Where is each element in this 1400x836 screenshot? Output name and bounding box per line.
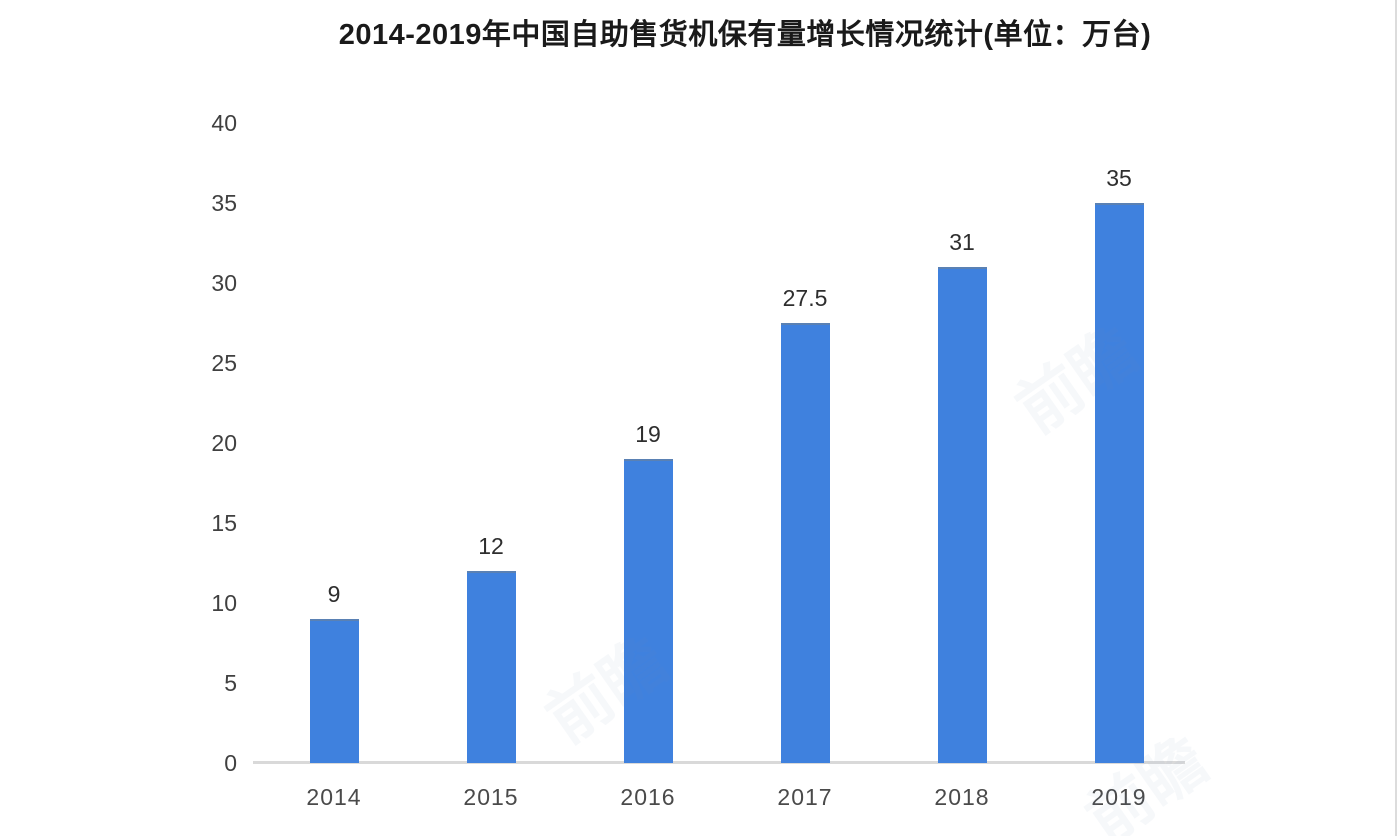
y-axis-tick-15: 15: [211, 510, 237, 536]
x-axis-label-2015: 2015: [463, 784, 519, 810]
x-axis-label-2019: 2019: [1091, 784, 1147, 810]
x-axis-label-2016: 2016: [620, 784, 676, 810]
y-axis-tick-20: 20: [211, 430, 237, 456]
y-axis-tick-40: 40: [211, 110, 237, 136]
y-axis-tick-0: 0: [224, 750, 237, 776]
y-axis-tick-35: 35: [211, 190, 237, 216]
x-axis-label-2014: 2014: [306, 784, 362, 810]
x-axis-label-2017: 2017: [777, 784, 833, 810]
bar-2016: [623, 459, 673, 763]
x-axis-line: [253, 761, 1185, 764]
bar-2019: [1094, 203, 1144, 763]
chart-title: 2014-2019年中国自助售货机保有量增长情况统计(单位：万台): [338, 19, 1152, 51]
bar-value-label-2015: 12: [478, 533, 504, 559]
bar-value-label-2019: 35: [1106, 165, 1132, 191]
watermark-text: 前瞻: [1073, 723, 1220, 836]
screenshot-edge-line: [1395, 0, 1397, 836]
bar-value-label-2017: 27.5: [782, 285, 828, 311]
bar-2017: [780, 323, 830, 763]
bar-value-label-2016: 19: [635, 421, 661, 447]
x-axis-label-2018: 2018: [934, 784, 990, 810]
bar-2018: [937, 267, 987, 763]
y-axis-tick-30: 30: [211, 270, 237, 296]
bar-2015: [466, 571, 516, 763]
bar-value-label-2018: 31: [949, 229, 975, 255]
y-axis-tick-5: 5: [224, 670, 237, 696]
y-axis-tick-25: 25: [211, 350, 237, 376]
bar-value-label-2014: 9: [327, 581, 341, 607]
bar-2014: [309, 619, 359, 763]
y-axis-tick-10: 10: [211, 590, 237, 616]
